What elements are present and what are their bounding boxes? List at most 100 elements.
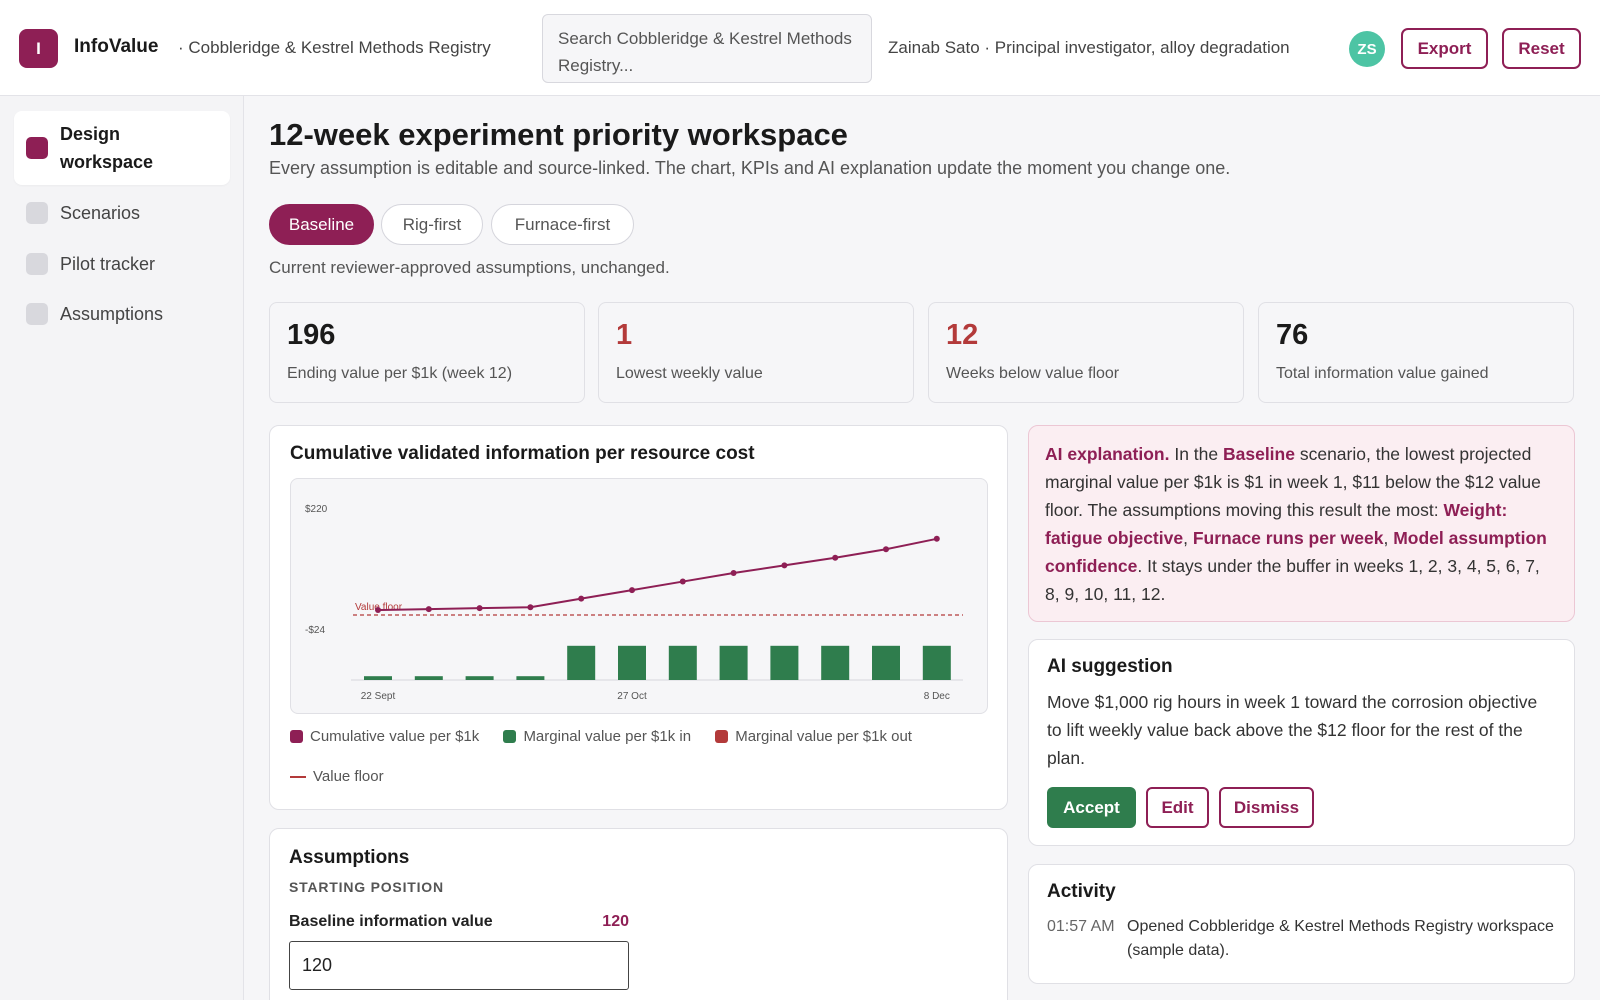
legend-item: Value floor — [290, 767, 384, 787]
kpi-card: 76 Total information value gained — [1258, 302, 1574, 403]
suggestion-title: AI suggestion — [1047, 656, 1173, 677]
user-info: Zainab Sato · Principal investigator, al… — [888, 38, 1290, 57]
cumulative-point — [425, 606, 432, 613]
cumulative-point — [527, 604, 534, 611]
sidebar-item-assumptions[interactable]: Assumptions — [14, 300, 230, 328]
ai-scenario: Baseline — [1222, 444, 1295, 464]
bar-marginal-in — [922, 645, 951, 680]
bar-marginal-in — [465, 676, 494, 680]
x-tick-label: 8 Dec — [924, 691, 950, 702]
legend-item: Marginal value per $1k out — [715, 726, 912, 746]
page-subtitle: Every assumption is editable and source-… — [269, 158, 1231, 178]
sidebar-item-scenarios[interactable]: Scenarios — [14, 199, 230, 227]
baseline-value-input[interactable] — [289, 941, 629, 990]
kpi-label: Ending value per $1k (week 12) — [287, 365, 513, 382]
y-tick-label: -$24 — [305, 625, 325, 636]
legend-item: Marginal value per $1k in — [503, 726, 691, 746]
ai-explanation-lead: AI explanation. — [1045, 444, 1170, 464]
ai-text: , — [1383, 528, 1394, 548]
assumptions-card: Assumptions STARTING POSITION Baseline i… — [269, 828, 1008, 1000]
bar-marginal-in — [821, 645, 850, 680]
activity-card: Activity 01:57 AM Opened Cobbleridge & K… — [1028, 864, 1575, 984]
edit-button[interactable]: Edit — [1146, 787, 1209, 828]
cumulative-point — [375, 607, 381, 614]
x-tick-label: 27 Oct — [617, 691, 647, 702]
cumulative-point — [476, 605, 483, 612]
accept-button[interactable]: Accept — [1047, 787, 1136, 828]
design-workspace-icon — [26, 137, 48, 159]
scenario-note: Current reviewer-approved assumptions, u… — [269, 258, 670, 277]
kpi-value: 1 — [616, 319, 633, 351]
field-value: 120 — [602, 913, 629, 930]
dismiss-button[interactable]: Dismiss — [1219, 787, 1314, 828]
bar-marginal-in — [414, 676, 443, 680]
ai-text: scenario, the lowest projected marginal … — [1045, 444, 1541, 520]
kpi-label: Total information value gained — [1276, 365, 1489, 382]
ai-assumption[interactable]: Weight: fatigue objective — [1045, 500, 1508, 548]
cumulative-point — [933, 535, 940, 542]
sidebar-item-design-workspace[interactable]: Design workspace — [14, 111, 230, 185]
reset-button[interactable]: Reset — [1502, 28, 1581, 69]
kpi-card: 1 Lowest weekly value — [598, 302, 914, 403]
ai-suggestion-card: AI suggestion Move $1,000 rig hours in w… — [1028, 639, 1575, 846]
chart-title: Cumulative validated information per res… — [290, 443, 755, 464]
legend-label: Value floor — [313, 768, 384, 785]
ai-assumption[interactable]: Furnace runs per week — [1192, 528, 1384, 548]
chart-card: Cumulative validated information per res… — [269, 425, 1008, 810]
cumulative-point — [832, 554, 839, 561]
cumulative-point — [883, 546, 889, 553]
ai-assumption[interactable]: Model assumption confidence — [1045, 528, 1547, 576]
tab-furnace-first[interactable]: Furnace-first — [491, 204, 634, 245]
sidebar: Design workspace Scenarios Pilot tracker… — [0, 96, 244, 1000]
legend-swatch — [503, 729, 517, 743]
cumulative-line — [377, 537, 938, 612]
kpi-label: Weeks below value floor — [946, 365, 1120, 382]
bar-marginal-in — [719, 645, 748, 680]
sidebar-item-pilot-tracker[interactable]: Pilot tracker — [14, 250, 230, 278]
y-tick-label: $220 — [305, 504, 328, 515]
x-tick-label: 22 Sept — [361, 691, 396, 702]
field-row: Baseline information value 120 — [289, 913, 629, 931]
tab-rig-first[interactable]: Rig-first — [381, 204, 483, 245]
activity-entry: 01:57 AM Opened Cobbleridge & Kestrel Me… — [1047, 915, 1556, 963]
kpi-value: 12 — [946, 319, 979, 351]
app-name: InfoValue — [74, 36, 159, 57]
legend-swatch — [290, 729, 303, 743]
assumptions-icon — [26, 303, 48, 325]
tab-baseline[interactable]: Baseline — [269, 204, 374, 245]
sidebar-item-label: Pilot tracker — [60, 253, 156, 274]
bar-marginal-in — [770, 645, 799, 680]
field-label: Baseline information value — [289, 913, 493, 930]
cumulative-point — [679, 578, 686, 585]
kpi-value: 76 — [1276, 319, 1309, 351]
top-bar: I InfoValue · Cobbleridge & Kestrel Meth… — [0, 0, 1600, 96]
suggestion-text: Move $1,000 rig hours in week 1 toward t… — [1047, 692, 1538, 768]
assumptions-title: Assumptions — [289, 847, 410, 868]
avatar[interactable]: ZS — [1349, 31, 1385, 67]
legend-label: Marginal value per $1k out — [735, 727, 912, 745]
cumulative-point — [730, 570, 737, 576]
bar-marginal-in — [516, 676, 545, 680]
ai-explanation: AI explanation. In the Baseline scenario… — [1028, 425, 1575, 622]
registry-name: · Cobbleridge & Kestrel Methods Registry — [178, 38, 491, 57]
legend-item: Cumulative value per $1k — [290, 726, 479, 746]
bar-marginal-in — [567, 645, 596, 680]
scenarios-icon — [26, 202, 48, 224]
page-title: 12-week experiment priority workspace — [269, 117, 848, 152]
chart-legend: Cumulative value per $1k Marginal value … — [290, 726, 990, 787]
pilot-tracker-icon — [26, 253, 48, 275]
kpi-value: 196 — [287, 319, 336, 351]
app-logo[interactable]: I — [19, 29, 58, 68]
activity-title: Activity — [1047, 881, 1116, 902]
cumulative-point — [781, 562, 788, 569]
legend-swatch — [715, 729, 729, 743]
bar-marginal-in — [618, 645, 646, 680]
bar-marginal-in — [668, 645, 697, 680]
sidebar-item-label: Assumptions — [60, 303, 164, 324]
chart-area: $220 -$24 Value floor 22 Sept 27 Oct 8 Dec — [290, 478, 988, 714]
bar-marginal-in — [872, 645, 900, 680]
search-input[interactable]: Search Cobbleridge & Kestrel Methods Reg… — [542, 14, 872, 83]
export-button[interactable]: Export — [1401, 28, 1488, 69]
legend-swatch — [290, 775, 306, 778]
